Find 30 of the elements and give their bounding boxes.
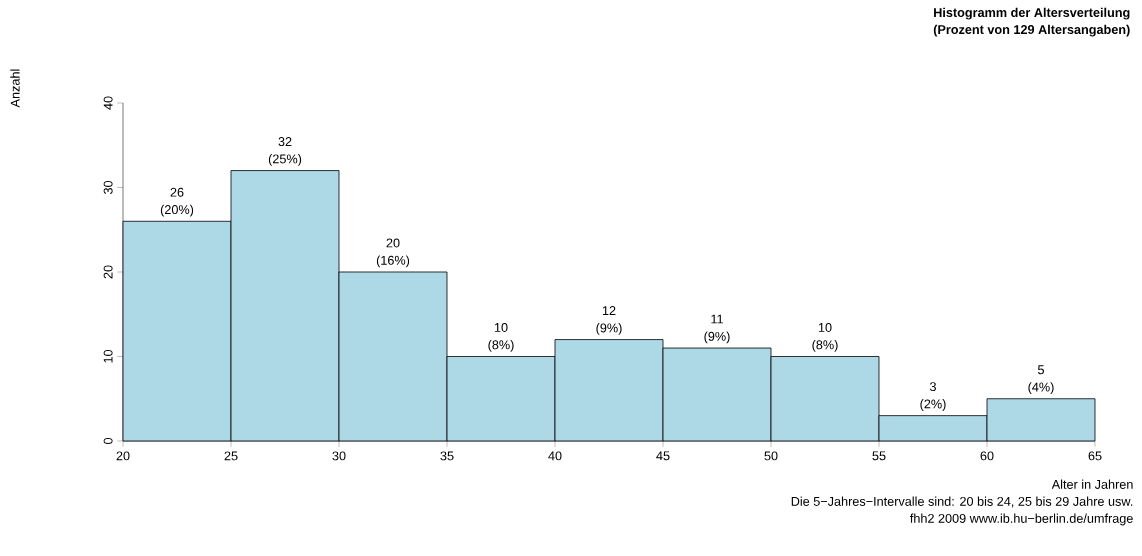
data-label: 11 (9%): [704, 314, 730, 344]
x-axis-title: Alter in Jahren: [1051, 479, 1133, 489]
x-tick-label: 45: [656, 451, 670, 461]
chart-subtitle: (Prozent von 129 Altersangaben): [933, 24, 1130, 37]
y-tick-label: 30: [103, 180, 113, 195]
x-tick-label: 55: [872, 451, 886, 461]
chart-title: Histogramm der Altersverteilung: [934, 7, 1130, 20]
x-tick-label: 40: [548, 451, 562, 461]
data-label: 26 (20%): [160, 187, 194, 217]
data-label: 10 (8%): [488, 322, 514, 352]
x-tick-label: 65: [1088, 451, 1102, 461]
text: Anzahl: [10, 69, 20, 108]
data-label: 32 (25%): [268, 137, 302, 166]
x-tick-label: 30: [332, 451, 346, 461]
x-tick-label: 50: [764, 451, 778, 461]
y-tick-label: 40: [103, 96, 113, 110]
x-tick-label: 35: [440, 451, 454, 461]
data-label: 10 (8%): [812, 322, 838, 352]
text: Die 5−Jahres−Intervalle sind: 20 bis 24, 25 bis 29 Jahre usw.: [791, 496, 1133, 508]
y-tick-label: 20: [103, 265, 113, 279]
data-label: 12 (9%): [596, 306, 622, 335]
text: fhh2 2009 www.ib.hu−berlin.de/umfrage: [910, 513, 1133, 526]
x-tick-label: 25: [224, 451, 238, 461]
data-label: 5 (4%): [1028, 365, 1054, 395]
y-tick-label: 0: [103, 437, 113, 445]
y-tick-label: 10: [103, 349, 113, 363]
data-label: 20 (16%): [376, 238, 410, 268]
x-tick-label: 60: [980, 451, 994, 461]
data-label: 3 (2%): [920, 382, 946, 411]
x-tick-label: 20: [116, 451, 130, 461]
